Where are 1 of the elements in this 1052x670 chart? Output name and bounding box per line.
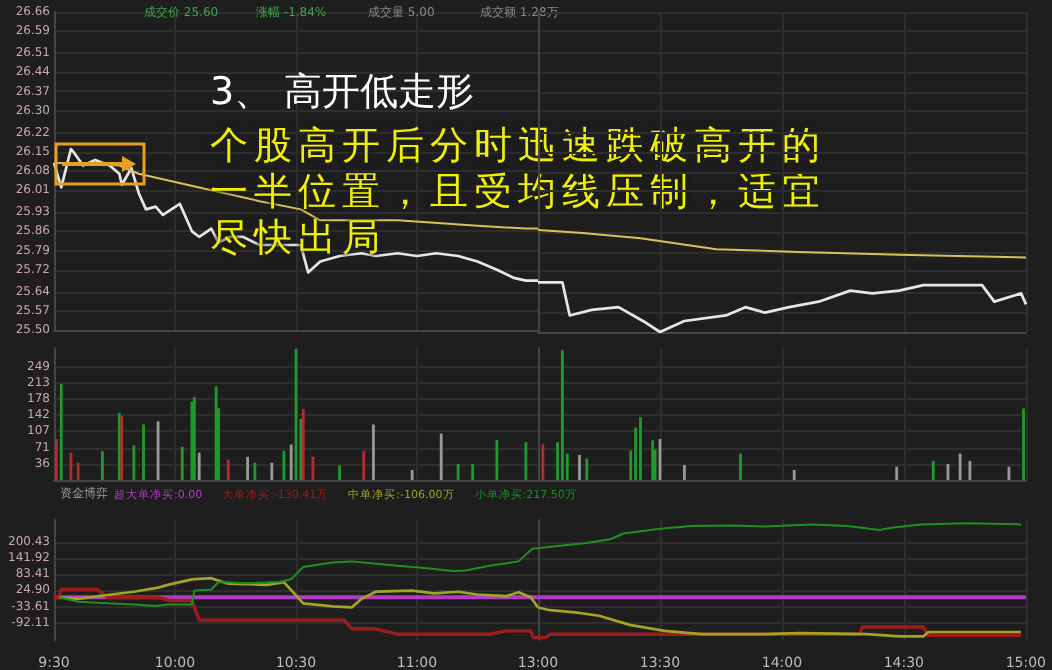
text: 3、 高开低走形 xyxy=(210,70,475,116)
